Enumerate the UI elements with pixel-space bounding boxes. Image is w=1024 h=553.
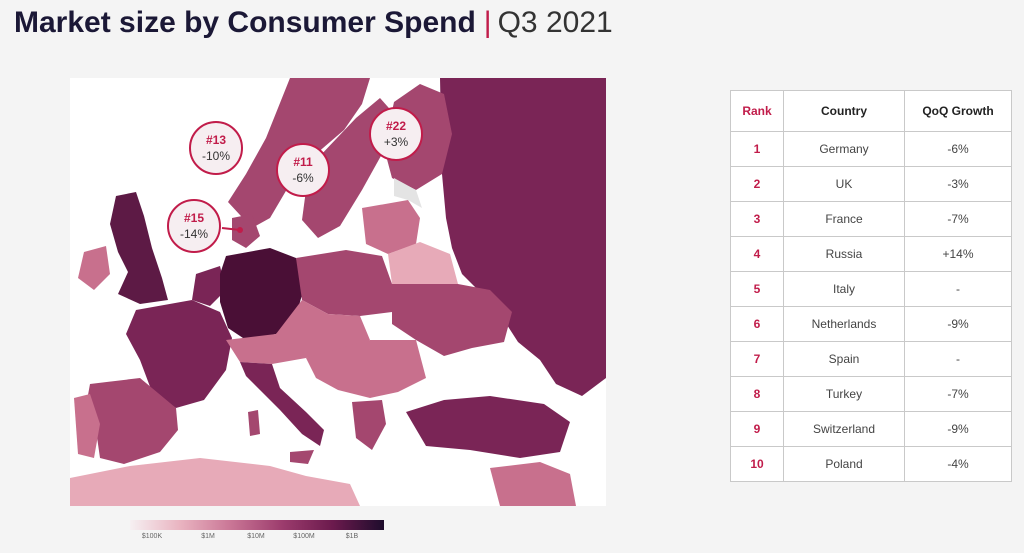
growth-cell: -: [904, 271, 1012, 307]
callout-rank-sweden: #11: [293, 155, 313, 169]
map-legend: $100K $1M $10M $100M $1B: [130, 520, 384, 544]
growth-cell: -7%: [904, 376, 1012, 412]
country-cell: France: [783, 201, 905, 237]
growth-cell: -9%: [904, 306, 1012, 342]
table-row: 8 Turkey -7%: [730, 376, 1012, 412]
table-row: 10 Poland -4%: [730, 446, 1012, 482]
growth-cell: -3%: [904, 166, 1012, 202]
country-cell: Russia: [783, 236, 905, 272]
region-baltics: [362, 200, 420, 254]
rank-cell: 2: [730, 166, 784, 202]
legend-tick: $10M: [247, 533, 265, 540]
title-main: Market size by Consumer Spend: [14, 6, 476, 39]
region-denmark: [232, 214, 260, 248]
region-russia: [440, 78, 606, 396]
callout-growth-denmark: -14%: [180, 227, 208, 241]
region-poland: [296, 250, 392, 316]
region-sardinia: [248, 410, 260, 436]
callout-rank-norway: #13: [206, 133, 226, 147]
rank-cell: 5: [730, 271, 784, 307]
callout-leader-denmark: [221, 227, 241, 231]
callout-denmark: #15 -14%: [167, 199, 221, 253]
growth-cell: -6%: [904, 131, 1012, 167]
region-spain: [86, 378, 178, 464]
region-nodata: [394, 178, 422, 208]
growth-cell: -4%: [904, 446, 1012, 482]
region-ukraine: [392, 284, 512, 356]
callout-growth-norway: -10%: [202, 149, 230, 163]
region-iceland: [100, 136, 124, 150]
region-north-africa: [70, 458, 360, 506]
callout-growth-finland: +3%: [384, 135, 409, 149]
rank-cell: 7: [730, 341, 784, 377]
table-header-row: Rank Country QoQ Growth: [730, 90, 1012, 132]
country-cell: Turkey: [783, 376, 905, 412]
region-germany: [220, 248, 304, 340]
table-row: 6 Netherlands -9%: [730, 306, 1012, 342]
growth-cell: -7%: [904, 201, 1012, 237]
header-country: Country: [783, 90, 905, 132]
table-row: 5 Italy -: [730, 271, 1012, 307]
legend-gradient-bar: [130, 520, 384, 530]
title-separator: |: [483, 6, 492, 39]
region-portugal: [74, 394, 100, 458]
region-ireland: [78, 246, 110, 290]
callout-sweden: #11 -6%: [276, 143, 330, 197]
region-turkey: [406, 396, 570, 458]
callout-rank-denmark: #15: [184, 211, 204, 225]
callout-norway: #13 -10%: [189, 121, 243, 175]
page-title: Market size by Consumer Spend | Q3 2021: [14, 6, 613, 40]
table-row: 1 Germany -6%: [730, 131, 1012, 167]
country-cell: Switzerland: [783, 411, 905, 447]
europe-choropleth-map: #13 -10% #11 -6% #22 +3% #15 -14%: [70, 78, 606, 506]
country-cell: Spain: [783, 341, 905, 377]
region-uk: [110, 192, 168, 304]
region-italy: [240, 362, 324, 446]
rank-cell: 10: [730, 446, 784, 482]
region-balkans: [306, 340, 426, 398]
growth-cell: +14%: [904, 236, 1012, 272]
table-row: 9 Switzerland -9%: [730, 411, 1012, 447]
country-cell: Netherlands: [783, 306, 905, 342]
table-row: 7 Spain -: [730, 341, 1012, 377]
growth-cell: -9%: [904, 411, 1012, 447]
callout-finland: #22 +3%: [369, 107, 423, 161]
table-row: 4 Russia +14%: [730, 236, 1012, 272]
region-benelux: [192, 266, 226, 306]
rank-cell: 3: [730, 201, 784, 237]
region-middle-east: [490, 462, 576, 506]
rank-cell: 1: [730, 131, 784, 167]
region-belarus: [388, 242, 458, 292]
legend-tick: $100M: [293, 533, 315, 540]
map-svg: #13 -10% #11 -6% #22 +3% #15 -14%: [70, 78, 606, 506]
country-cell: UK: [783, 166, 905, 202]
region-sicily: [290, 450, 314, 464]
callout-growth-sweden: -6%: [292, 171, 314, 185]
rank-cell: 9: [730, 411, 784, 447]
region-central: [226, 300, 370, 364]
callout-rank-finland: #22: [386, 119, 406, 133]
region-france: [126, 300, 232, 408]
ranking-table: Rank Country QoQ Growth 1 Germany -6% 2 UK -…: [730, 90, 1012, 482]
table-row: 2 UK -3%: [730, 166, 1012, 202]
legend-tick: $1B: [345, 533, 359, 540]
table-row: 3 France -7%: [730, 201, 1012, 237]
rank-cell: 4: [730, 236, 784, 272]
rank-cell: 6: [730, 306, 784, 342]
country-cell: Italy: [783, 271, 905, 307]
callout-anchor-denmark: [237, 227, 243, 233]
country-cell: Poland: [783, 446, 905, 482]
country-cell: Germany: [783, 131, 905, 167]
header-rank: Rank: [730, 90, 784, 132]
legend-tick: $100K: [141, 533, 163, 540]
legend-tick: $1M: [201, 533, 215, 540]
rank-cell: 8: [730, 376, 784, 412]
callouts-group: #13 -10% #11 -6% #22 +3% #15 -14%: [167, 107, 423, 253]
title-period: Q3 2021: [497, 6, 613, 39]
region-greece: [352, 400, 386, 450]
legend-ticks: $100K $1M $10M $100M $1B: [130, 530, 384, 544]
header-growth: QoQ Growth: [904, 90, 1012, 132]
growth-cell: -: [904, 341, 1012, 377]
